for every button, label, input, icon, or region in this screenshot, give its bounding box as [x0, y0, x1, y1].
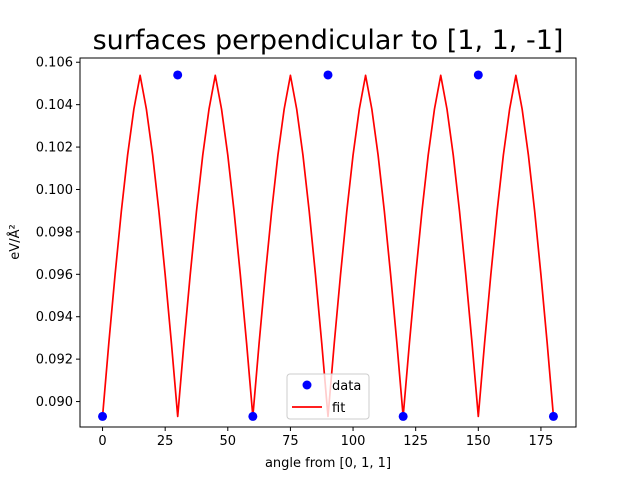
data-point — [548, 411, 558, 421]
x-tick-label: 125 — [403, 434, 428, 449]
y-tick-label: 0.090 — [36, 395, 73, 410]
x-axis-label: angle from [0, 1, 1] — [265, 456, 391, 471]
chart-title: surfaces perpendicular to [1, 1, -1] — [93, 25, 564, 56]
y-axis-label: eV/Å² — [7, 224, 23, 259]
y-tick-label: 0.098 — [36, 225, 73, 240]
y-tick-label: 0.106 — [36, 56, 73, 71]
y-axis-ticks: 0.090 0.092 0.094 0.096 0.098 0.100 0.102 0.104… — [36, 56, 80, 410]
data-point — [173, 70, 183, 80]
data-point — [98, 411, 108, 421]
x-tick-label: 50 — [220, 434, 237, 449]
x-tick-label: 25 — [157, 434, 174, 449]
data-point — [398, 411, 408, 421]
legend-label-fit: fit — [332, 401, 345, 416]
x-tick-label: 175 — [529, 434, 554, 449]
y-tick-label: 0.102 — [36, 141, 73, 156]
data-points-layer — [98, 70, 558, 421]
x-tick-label: 100 — [341, 434, 366, 449]
plot-frame — [79, 57, 577, 428]
x-tick-label: 0 — [98, 434, 106, 449]
y-tick-label: 0.096 — [36, 268, 73, 283]
data-point — [248, 411, 258, 421]
y-tick-label: 0.092 — [36, 353, 73, 368]
plot-background — [80, 58, 576, 427]
legend-label-data: data — [332, 379, 361, 394]
x-axis-ticks: 0 25 50 75 100 125 150 175 — [98, 427, 553, 449]
x-tick-label: 150 — [466, 434, 491, 449]
legend: data fit — [286, 373, 370, 420]
y-tick-label: 0.104 — [36, 98, 73, 113]
legend-marker-data — [302, 380, 312, 390]
data-point — [473, 70, 483, 80]
data-point — [323, 70, 333, 80]
y-tick-label: 0.094 — [36, 310, 73, 325]
y-tick-label: 0.100 — [36, 183, 73, 198]
x-tick-label: 75 — [282, 434, 299, 449]
plot-area — [80, 58, 576, 427]
